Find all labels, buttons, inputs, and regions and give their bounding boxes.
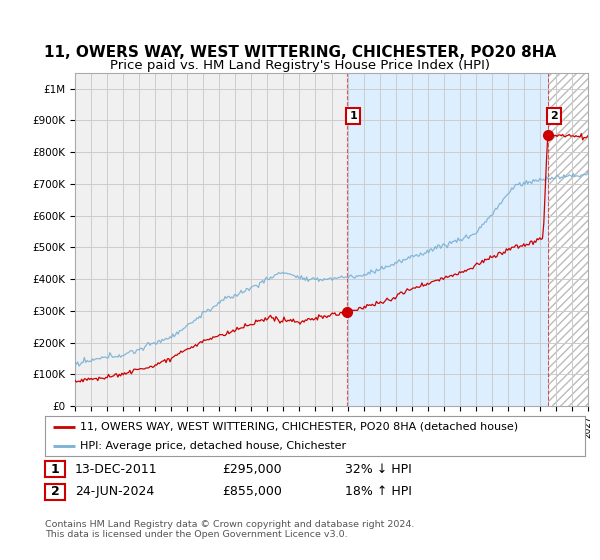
- Text: 32% ↓ HPI: 32% ↓ HPI: [345, 463, 412, 476]
- Text: 24-JUN-2024: 24-JUN-2024: [75, 485, 154, 498]
- Bar: [548, 73, 588, 406]
- Bar: [347, 73, 548, 406]
- Text: 1: 1: [50, 463, 59, 476]
- Text: Contains HM Land Registry data © Crown copyright and database right 2024.
This d: Contains HM Land Registry data © Crown c…: [45, 520, 415, 539]
- Text: HPI: Average price, detached house, Chichester: HPI: Average price, detached house, Chic…: [80, 441, 346, 450]
- Text: Price paid vs. HM Land Registry's House Price Index (HPI): Price paid vs. HM Land Registry's House …: [110, 59, 490, 72]
- Text: 2: 2: [550, 111, 558, 121]
- Text: 2: 2: [50, 485, 59, 498]
- Text: £295,000: £295,000: [222, 463, 281, 476]
- Text: 11, OWERS WAY, WEST WITTERING, CHICHESTER, PO20 8HA: 11, OWERS WAY, WEST WITTERING, CHICHESTE…: [44, 45, 556, 60]
- Bar: [548, 73, 588, 406]
- Text: 11, OWERS WAY, WEST WITTERING, CHICHESTER, PO20 8HA (detached house): 11, OWERS WAY, WEST WITTERING, CHICHESTE…: [80, 422, 518, 432]
- Text: £855,000: £855,000: [222, 485, 282, 498]
- Text: 18% ↑ HPI: 18% ↑ HPI: [345, 485, 412, 498]
- Text: 13-DEC-2011: 13-DEC-2011: [75, 463, 158, 476]
- Text: 1: 1: [349, 111, 357, 121]
